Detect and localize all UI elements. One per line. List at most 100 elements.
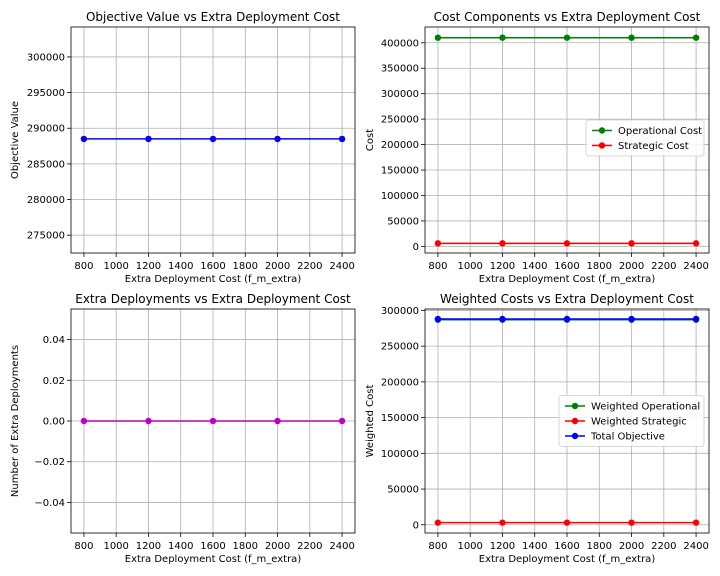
x-axis-label: Extra Deployment Cost (f_m_extra) (479, 554, 656, 565)
y-tick-label: 300000 (381, 89, 419, 100)
data-point (692, 519, 700, 526)
x-tick-label: 1000 (457, 541, 482, 552)
y-tick-label: 50000 (387, 485, 419, 496)
x-tick-label: 1800 (587, 261, 612, 272)
legend-box (558, 395, 705, 447)
data-point (434, 519, 442, 526)
x-tick-label: 2000 (265, 261, 290, 272)
x-tick-label: 1600 (200, 541, 225, 552)
y-tick-label: 350000 (381, 64, 419, 75)
legend-swatch-marker (598, 142, 606, 149)
x-tick-label: 800 (74, 541, 93, 552)
data-point (499, 315, 506, 323)
x-tick-label: 1200 (136, 541, 161, 552)
x-tick-label: 2200 (651, 541, 676, 552)
y-tick-label: 0 (413, 242, 419, 253)
x-tick-label: 1200 (490, 541, 515, 552)
x-tick-label: 2000 (265, 541, 290, 552)
y-tick-label: −0.02 (34, 457, 65, 468)
chart-title: Cost Components vs Extra Deployment Cost (434, 10, 701, 24)
subplot-p2: 800 1000 1200 1400 1600 1800 2000 2200 2400 0 5000… (365, 10, 710, 285)
y-tick-label: 275000 (27, 231, 65, 242)
legend: Operational Cost Strategic Cost (585, 119, 705, 157)
x-tick-label: 1000 (457, 261, 482, 272)
y-tick-label: 0 (413, 520, 419, 531)
y-axis-label: Cost (365, 129, 376, 151)
data-point (563, 315, 571, 323)
legend-label: Total Objective (590, 432, 665, 443)
data-point (563, 240, 571, 247)
x-axis-label: Extra Deployment Cost (f_m_extra) (125, 554, 302, 565)
x-tick-label: 1800 (233, 261, 258, 272)
chart-title: Extra Deployments vs Extra Deployment Co… (75, 292, 351, 306)
data-point (434, 315, 442, 323)
legend-label: Strategic Cost (618, 141, 689, 152)
legend-swatch-marker (571, 417, 579, 425)
legend-swatch-marker (571, 402, 579, 410)
axes-frame (424, 308, 710, 534)
data-point (209, 417, 217, 425)
x-tick-label: 1600 (554, 541, 579, 552)
x-tick-label: 2200 (651, 261, 676, 272)
data-point (274, 417, 281, 425)
x-tick-label: 1200 (490, 261, 515, 272)
x-tick-label: 2400 (683, 261, 708, 272)
y-tick-label: 0.02 (43, 376, 65, 387)
data-point (145, 417, 152, 425)
chart-title: Weighted Costs vs Extra Deployment Cost (440, 292, 694, 306)
data-point (338, 135, 346, 143)
data-point (434, 34, 442, 41)
y-tick-label: 300000 (27, 52, 65, 63)
data-point (692, 315, 700, 323)
legend-label: Weighted Operational (591, 402, 700, 413)
data-point (692, 34, 700, 41)
x-tick-label: 800 (74, 261, 93, 272)
y-tick-label: −0.04 (34, 498, 65, 509)
chart-title: Objective Value vs Extra Deployment Cost (86, 10, 340, 24)
y-tick-label: 295000 (27, 88, 65, 99)
x-tick-label: 1400 (522, 541, 547, 552)
data-point (628, 519, 635, 526)
x-tick-label: 1600 (554, 261, 579, 272)
data-point (209, 135, 217, 143)
x-tick-label: 2000 (619, 261, 644, 272)
y-tick-label: 300000 (381, 306, 419, 317)
x-tick-label: 2200 (297, 261, 322, 272)
y-axis-label: Objective Value (10, 101, 21, 179)
subplot-p3: 800 1000 1200 1400 1600 1800 2000 2200 2400 −0.04… (10, 292, 356, 565)
data-point (499, 519, 506, 526)
data-point (499, 34, 506, 41)
x-tick-label: 2400 (329, 261, 354, 272)
x-tick-label: 2200 (297, 541, 322, 552)
x-tick-label: 2000 (619, 541, 644, 552)
x-axis-label: Extra Deployment Cost (f_m_extra) (125, 274, 302, 285)
y-tick-label: 200000 (381, 377, 419, 388)
y-tick-label: 250000 (381, 342, 419, 353)
axes-frame (424, 26, 710, 254)
data-point (563, 34, 571, 41)
axes-frame (70, 308, 356, 534)
data-point (274, 135, 281, 143)
data-point (628, 315, 635, 323)
y-tick-label: 400000 (381, 38, 419, 49)
data-point (80, 417, 88, 425)
legend-swatch-marker (571, 432, 579, 440)
y-tick-label: 200000 (381, 140, 419, 151)
data-point (80, 135, 88, 143)
x-tick-label: 1400 (168, 261, 193, 272)
data-point (145, 135, 152, 143)
subplot-p4: 800 1000 1200 1400 1600 1800 2000 2200 2400 0 5000… (365, 292, 710, 565)
x-tick-label: 1800 (233, 541, 258, 552)
data-point (628, 240, 635, 247)
legend-box (585, 119, 705, 157)
axes-frame (70, 26, 356, 254)
y-tick-label: 100000 (381, 191, 419, 202)
y-tick-label: 285000 (27, 159, 65, 170)
data-point (338, 417, 346, 425)
y-tick-label: 280000 (27, 195, 65, 206)
data-point (692, 240, 700, 247)
y-tick-label: 150000 (381, 166, 419, 177)
y-axis-label: Number of Extra Deployments (10, 345, 21, 497)
y-tick-label: 290000 (27, 124, 65, 135)
y-axis-label: Weighted Cost (365, 385, 376, 458)
